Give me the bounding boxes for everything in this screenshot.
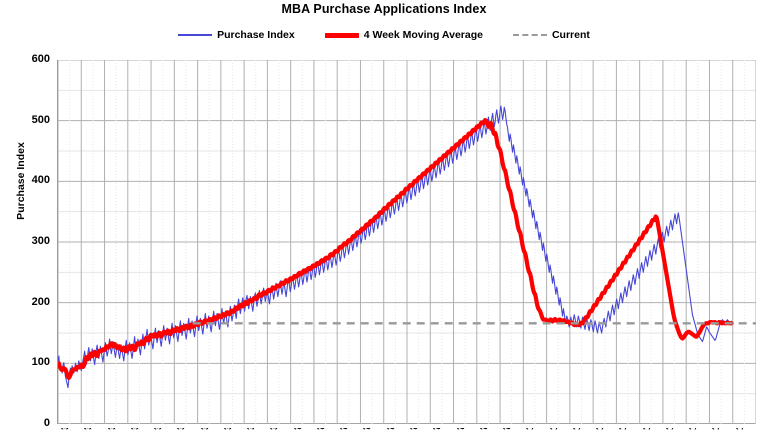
x-tick-label: '16 <box>664 428 678 433</box>
x-tick-label: '04 <box>385 428 399 433</box>
x-tick-label: '96 <box>199 428 213 433</box>
x-tick-label: '95 <box>175 428 189 433</box>
x-tick-label: '15 <box>641 428 655 433</box>
x-tick-label: '12 <box>571 428 585 433</box>
x-tick-label: '10 <box>524 428 538 433</box>
x-tick-label: '91 <box>82 428 96 433</box>
x-tick-label: '11 <box>548 428 562 433</box>
legend-item-purchase-index: Purchase Index <box>178 29 295 41</box>
y-axis-tick-labels: 0 100 200 300 400 500 600 <box>0 0 50 444</box>
page-title: MBA Purchase Applications Index <box>281 2 487 16</box>
series-purchase-index <box>58 105 733 389</box>
chart-canvas <box>58 60 756 424</box>
x-tick-label: '90 <box>59 428 73 433</box>
plot-area <box>57 60 756 424</box>
x-tick-label: '06 <box>431 428 445 433</box>
x-tick-label: '00 <box>292 428 306 433</box>
x-tick-label: '01 <box>315 428 329 433</box>
legend-label-purchase-index: Purchase Index <box>217 29 295 41</box>
moving-average-line-icon <box>324 32 359 38</box>
x-tick-label: '07 <box>455 428 469 433</box>
x-tick-label: '09 <box>501 428 515 433</box>
chart-legend: Purchase Index 4 Week Moving Average Cur… <box>0 26 768 44</box>
x-axis-tick-labels: '90 '91 '92 '93 '94 '95 '96 '97 '98 '99 '00 '01 '02 '… <box>57 428 757 444</box>
x-tick-label: '94 <box>152 428 166 433</box>
x-tick-label: '05 <box>408 428 422 433</box>
x-tick-label: '92 <box>106 428 120 433</box>
x-tick-label: '19 <box>734 428 748 433</box>
y-tick-label: 500 <box>31 113 50 126</box>
x-tick-label: '93 <box>129 428 143 433</box>
series-moving-average <box>58 117 734 380</box>
x-tick-label: '14 <box>617 428 631 433</box>
x-tick-label: '08 <box>478 428 492 433</box>
legend-item-moving-average: 4 Week Moving Average <box>324 29 483 41</box>
legend-item-current: Current <box>512 29 590 41</box>
x-tick-label: '18 <box>710 428 724 433</box>
legend-label-current: Current <box>551 29 590 41</box>
y-tick-label: 300 <box>31 235 50 247</box>
y-tick-label: 200 <box>31 295 50 308</box>
x-tick-label: '98 <box>245 428 259 433</box>
y-tick-label: 100 <box>31 356 50 369</box>
y-tick-label: 600 <box>31 53 50 65</box>
x-tick-label: '13 <box>594 428 608 433</box>
y-tick-label: 400 <box>31 174 50 187</box>
y-tick-label: 0 <box>43 417 50 429</box>
legend-label-moving-average: 4 Week Moving Average <box>363 29 483 41</box>
x-tick-label: '17 <box>687 428 701 433</box>
x-tick-label: '99 <box>268 428 282 433</box>
x-tick-label: '97 <box>222 428 236 433</box>
x-tick-label: '02 <box>338 428 352 433</box>
purchase-index-line-icon <box>178 34 213 36</box>
current-dashed-line-icon <box>512 34 547 36</box>
x-tick-label: '03 <box>361 428 375 433</box>
